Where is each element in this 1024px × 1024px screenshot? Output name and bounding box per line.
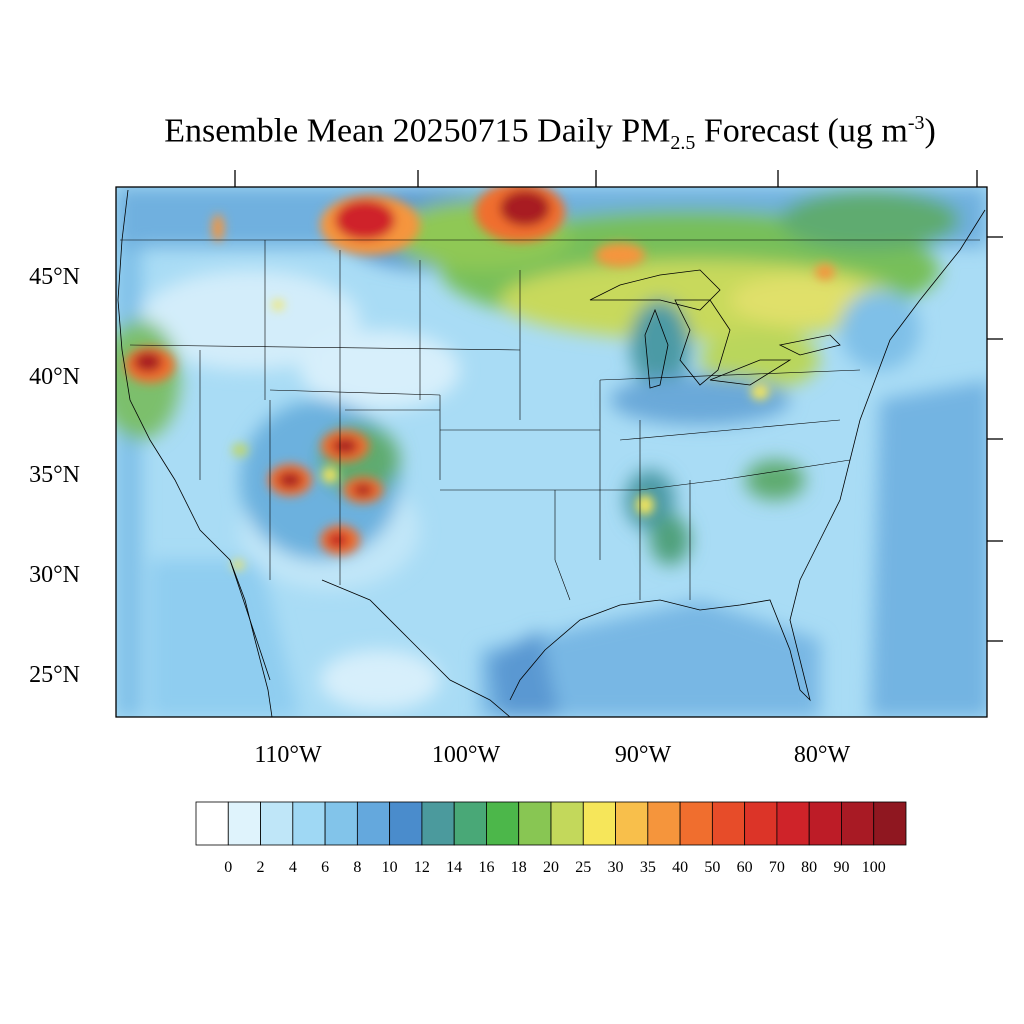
colorbar-label: 16 [478,859,494,876]
colorbar-swatch [389,801,423,846]
colorbar-label: 20 [543,859,559,876]
colorbar-label: 80 [801,859,817,876]
colorbar-label: 60 [737,859,753,876]
colorbar-swatch [227,801,261,846]
colorbar-label: 50 [704,859,720,876]
colorbar-swatch [808,801,842,846]
colorbar-label: 100 [862,859,886,876]
lon-label: 100°W [432,742,501,768]
colorbar-label: 10 [382,859,398,876]
colorbar-label: 14 [446,859,462,876]
colorbar-label: 25 [575,859,591,876]
colorbar-swatch [453,801,487,846]
colorbar-label: 30 [608,859,624,876]
lat-label: 45°N [29,264,80,290]
map-frame [115,186,988,718]
colorbar [195,801,907,846]
latitude-labels: 45°N 40°N 35°N 30°N 25°N [29,264,80,688]
colorbar-swatch [421,801,455,846]
colorbar-swatch [518,801,552,846]
colorbar-label: 12 [414,859,430,876]
lon-label: 110°W [254,742,322,768]
map-field [116,187,987,717]
colorbar-swatch [292,801,326,846]
colorbar-swatch [873,801,907,846]
colorbar-label: 6 [321,859,329,876]
lat-label: 40°N [29,364,80,390]
colorbar-swatch [260,801,294,846]
colorbar-label: 2 [257,859,265,876]
colorbar-label: 40 [672,859,688,876]
colorbar-label: 70 [769,859,785,876]
colorbar-swatch [486,801,520,846]
colorbar-swatch [679,801,713,846]
map-title: Ensemble Mean 20250715 Daily PM2.5 Forec… [164,112,936,155]
colorbar-swatch [356,801,391,846]
colorbar-label: 35 [640,859,656,876]
colorbar-label: 0 [224,859,232,876]
colorbar-swatch [582,801,616,846]
colorbar-swatch [195,801,229,846]
colorbar-labels: 0 2 4 6 8 10 12 14 16 18 20 25 30 35 40 50 60 70 80 90 100 [224,859,885,876]
coastlines [117,189,986,717]
lat-label: 30°N [29,562,80,588]
state-borders [120,239,980,601]
lon-label: 80°W [794,742,851,768]
colorbar-swatch [841,801,875,846]
axis-ticks [234,170,1003,642]
lon-label: 90°W [615,742,672,768]
longitude-labels: 110°W 100°W 90°W 80°W [254,742,850,768]
colorbar-swatch [776,801,810,846]
colorbar-swatch [647,801,681,846]
colorbar-swatch [744,801,778,846]
colorbar-label: 4 [289,859,297,876]
lat-label: 35°N [29,462,80,488]
colorbar-swatch [550,801,584,846]
colorbar-swatch [615,801,649,846]
colorbar-label: 18 [511,859,527,876]
colorbar-label: 90 [833,859,849,876]
colorbar-label: 8 [353,859,361,876]
lat-label: 25°N [29,662,80,688]
colorbar-swatch [711,801,746,846]
colorbar-swatch [324,801,358,846]
